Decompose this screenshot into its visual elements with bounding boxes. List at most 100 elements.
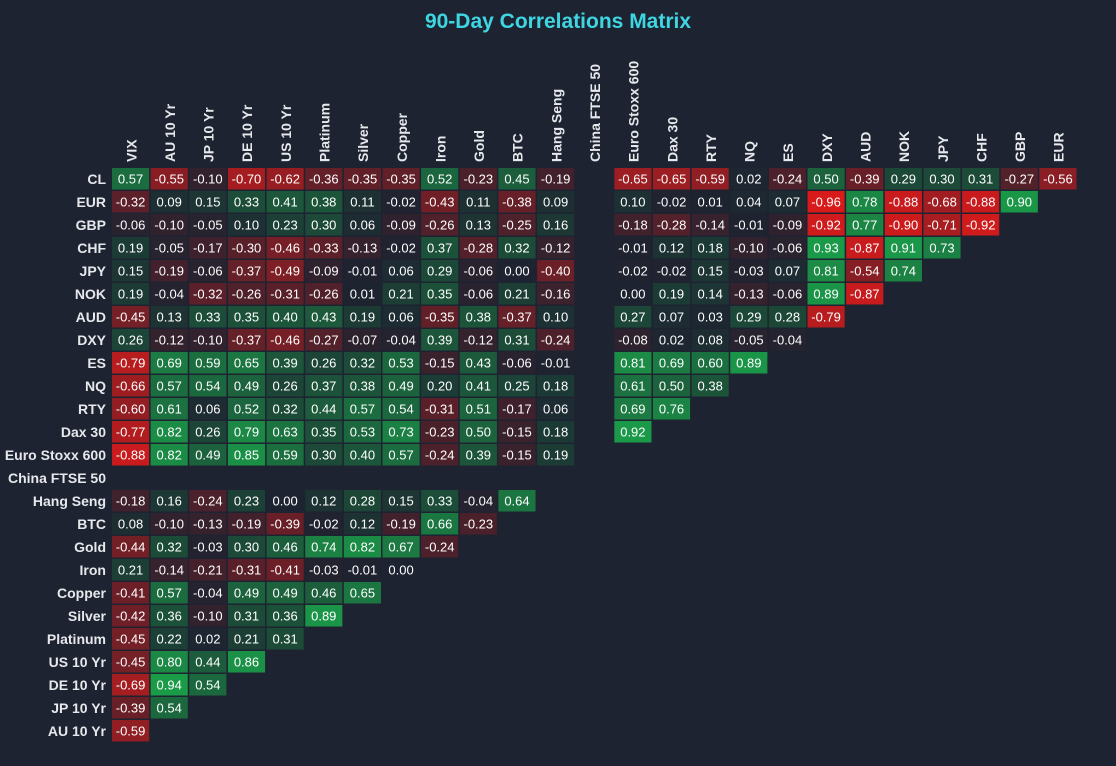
cell-rect <box>266 214 304 236</box>
cell-value: -0.02 <box>309 516 339 531</box>
cell-de-10-yr-jp-10-yr: 0.54 <box>189 674 227 696</box>
cell-gbp-vix: -0.06 <box>112 214 150 236</box>
cell-value: 0.49 <box>388 378 413 393</box>
cell-dax-30-de-10-yr: 0.79 <box>227 421 266 443</box>
cell-rect <box>421 283 459 305</box>
cell-jpy-au-10-yr: -0.19 <box>150 260 188 282</box>
cell-value: 0.02 <box>195 631 220 646</box>
cell-eur-silver: 0.11 <box>343 191 381 213</box>
cell-value: 0.38 <box>698 378 723 393</box>
cell-rect <box>112 352 150 374</box>
cell-rty-hang-seng: 0.06 <box>537 398 575 420</box>
column-label-es: ES <box>780 143 796 162</box>
cell-value: -0.04 <box>386 332 416 347</box>
cell-rect <box>421 168 459 190</box>
cell-rty-silver: 0.57 <box>343 398 381 420</box>
cell-value: 0.36 <box>272 608 297 623</box>
cell-value: -0.88 <box>966 194 996 209</box>
cell-rect <box>150 237 188 259</box>
cell-rect <box>768 260 807 282</box>
cell-rect <box>305 260 343 282</box>
cell-rect <box>112 237 150 259</box>
cell-chf-jpy: 0.73 <box>923 237 961 259</box>
cell-cl-iron: 0.52 <box>421 168 459 190</box>
cell-aud-btc: -0.37 <box>498 306 536 328</box>
cell-value: 0.03 <box>698 309 723 324</box>
cell-chf-silver: -0.13 <box>343 237 381 259</box>
cell-jp-10-yr-au-10-yr: 0.54 <box>150 697 188 719</box>
cell-aud-copper: 0.06 <box>382 306 420 328</box>
cell-value: 0.50 <box>813 171 838 186</box>
cell-value: 0.38 <box>311 194 336 209</box>
cell-nq-au-10-yr: 0.57 <box>150 375 188 397</box>
cell-value: -0.87 <box>850 286 880 301</box>
cell-rect <box>421 421 459 443</box>
cell-cl-platinum: -0.36 <box>305 168 343 190</box>
cell-rect <box>305 605 343 627</box>
cell-value: -0.32 <box>193 286 223 301</box>
cell-value: -0.92 <box>811 217 841 232</box>
cell-es-us-10-yr: 0.39 <box>266 352 304 374</box>
column-label-copper: Copper <box>394 112 410 162</box>
cell-rect <box>691 214 729 236</box>
cell-nok-aud: -0.87 <box>846 283 884 305</box>
cell-rect <box>112 559 150 581</box>
cell-rect <box>807 168 845 190</box>
cell-us-10-yr-au-10-yr: 0.80 <box>150 651 188 673</box>
cell-rect <box>498 398 536 420</box>
cell-eur-jpy: -0.68 <box>923 191 961 213</box>
cell-value: 0.29 <box>736 309 761 324</box>
cell-value: 0.93 <box>813 240 838 255</box>
cell-hang-seng-de-10-yr: 0.23 <box>227 490 266 512</box>
cell-rty-dax-30: 0.76 <box>652 398 691 420</box>
cell-value: -0.10 <box>193 171 223 186</box>
cell-value: 0.46 <box>311 585 336 600</box>
cell-rect <box>498 283 536 305</box>
cell-rect <box>266 237 304 259</box>
cell-rect <box>614 352 652 374</box>
row-label-platinum: Platinum <box>47 631 106 647</box>
cell-value: -0.41 <box>270 562 300 577</box>
cell-value: 0.92 <box>620 424 645 439</box>
cell-eur-euro-stoxx-600: 0.10 <box>614 191 652 213</box>
cell-gold-vix: -0.44 <box>112 536 150 558</box>
cell-value: -0.09 <box>386 217 416 232</box>
cell-rect <box>1039 168 1077 190</box>
cell-rect <box>343 513 381 535</box>
cell-rect <box>305 237 343 259</box>
cell-rect <box>266 628 304 650</box>
cell-value: 0.18 <box>698 240 723 255</box>
cell-value: 0.52 <box>427 171 452 186</box>
cell-value: -0.65 <box>618 171 648 186</box>
cell-value: 0.01 <box>698 194 723 209</box>
cell-rty-euro-stoxx-600: 0.69 <box>614 398 652 420</box>
cell-value: -0.30 <box>232 240 262 255</box>
cell-rect <box>537 306 575 328</box>
cell-rect <box>382 260 420 282</box>
cell-value: 0.45 <box>504 171 529 186</box>
cell-es-platinum: 0.26 <box>305 352 343 374</box>
cell-rect <box>343 559 381 581</box>
cell-rect <box>498 352 536 374</box>
cell-rect <box>266 605 304 627</box>
cell-rect <box>1000 168 1038 190</box>
cell-rect <box>459 352 497 374</box>
cell-rect <box>305 490 343 512</box>
cell-value: 0.16 <box>543 217 568 232</box>
cell-chf-de-10-yr: -0.30 <box>227 237 266 259</box>
cell-silver-jp-10-yr: -0.10 <box>189 605 227 627</box>
cell-euro-stoxx-600-iron: -0.24 <box>421 444 459 466</box>
cell-rect <box>343 260 381 282</box>
cell-rect <box>112 674 150 696</box>
row-labels: CL EUR GBP CHF JPY NOK AUD DXY ES NQ RTY Dax 30 Euro… <box>5 171 107 739</box>
cell-value: 0.26 <box>272 378 297 393</box>
cell-rect <box>807 283 845 305</box>
cell-rect <box>112 375 150 397</box>
cell-rect <box>112 191 150 213</box>
cell-rect <box>227 421 266 443</box>
cell-rect <box>382 375 420 397</box>
cell-rect <box>189 191 227 213</box>
cell-rect <box>884 214 922 236</box>
cell-euro-stoxx-600-btc: -0.15 <box>498 444 536 466</box>
cell-value: -0.15 <box>502 424 532 439</box>
